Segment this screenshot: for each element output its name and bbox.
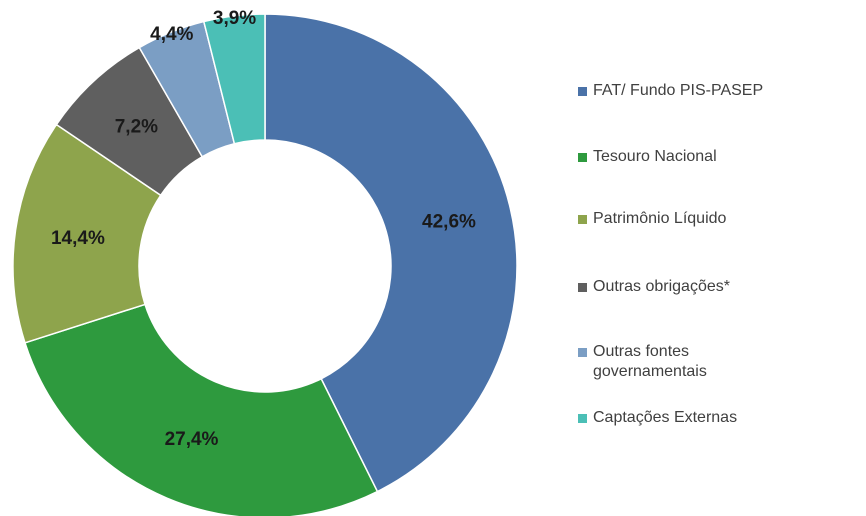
- legend-swatch: [578, 414, 587, 423]
- data-label: 42,6%: [422, 212, 476, 233]
- data-label: 14,4%: [51, 228, 105, 249]
- data-label: 7,2%: [115, 117, 158, 138]
- legend-item: Captações Externas: [578, 408, 778, 428]
- legend-item: Outras obrigações*: [578, 277, 778, 297]
- legend-label: Patrimônio Líquido: [593, 210, 727, 227]
- legend-item: FAT/ Fundo PIS-PASEP: [578, 81, 778, 101]
- legend-item: Patrimônio Líquido: [578, 209, 778, 229]
- data-label: 27,4%: [165, 429, 219, 450]
- legend-item: Outras fontes governamentais: [578, 342, 778, 382]
- donut-segment: [24, 303, 379, 516]
- legend-label: Tesouro Nacional: [593, 148, 717, 165]
- legend-swatch: [578, 215, 587, 224]
- donut-segment: [202, 13, 266, 145]
- donut-segment: [264, 13, 518, 493]
- legend-label: Outras fontes governamentais: [593, 343, 707, 380]
- legend-swatch: [578, 87, 587, 96]
- legend-swatch: [578, 153, 587, 162]
- data-label: 4,4%: [150, 24, 193, 45]
- legend-swatch: [578, 348, 587, 357]
- legend-label: Outras obrigações*: [593, 278, 730, 295]
- legend-swatch: [578, 283, 587, 292]
- data-label: 3,9%: [213, 8, 256, 29]
- legend-label: FAT/ Fundo PIS-PASEP: [593, 82, 764, 99]
- donut-segment: [12, 123, 162, 344]
- legend-item: Tesouro Nacional: [578, 147, 778, 167]
- legend-label: Captações Externas: [593, 409, 738, 426]
